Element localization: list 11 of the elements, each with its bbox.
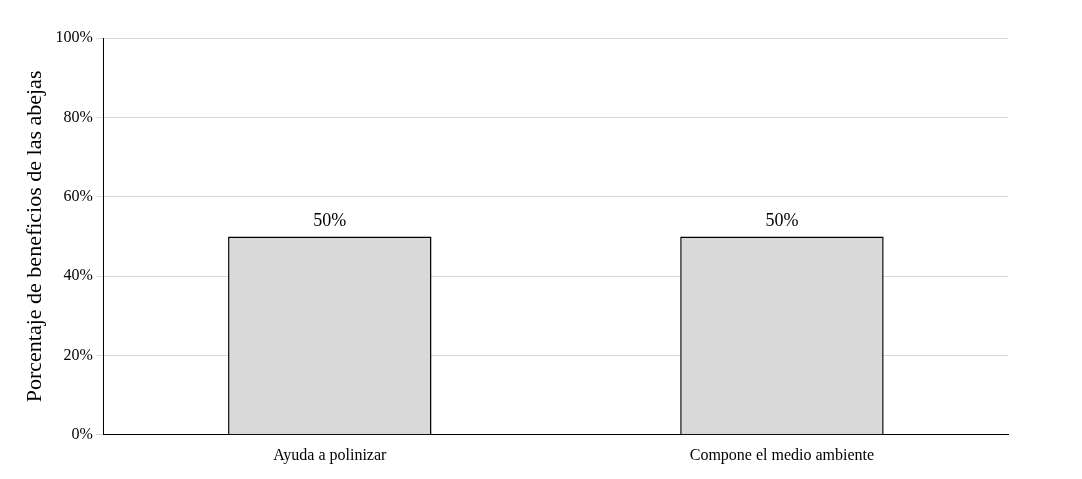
x-tick-label: Ayuda a polinizar xyxy=(273,445,388,464)
data-label: 50% xyxy=(313,210,347,231)
y-tick-label: 80% xyxy=(63,107,93,125)
x-tick-label: Compone el medio ambiente xyxy=(689,445,875,464)
y-tick-label: 100% xyxy=(55,28,93,46)
y-tick-label: 0% xyxy=(71,425,93,442)
y-tick-label: 60% xyxy=(63,186,93,204)
y-tick-label: 20% xyxy=(63,345,93,363)
data-label: 50% xyxy=(765,210,799,231)
y-tick-label: 40% xyxy=(63,266,93,284)
y-axis-title: Porcentaje de beneficios de las abejas xyxy=(20,70,46,403)
